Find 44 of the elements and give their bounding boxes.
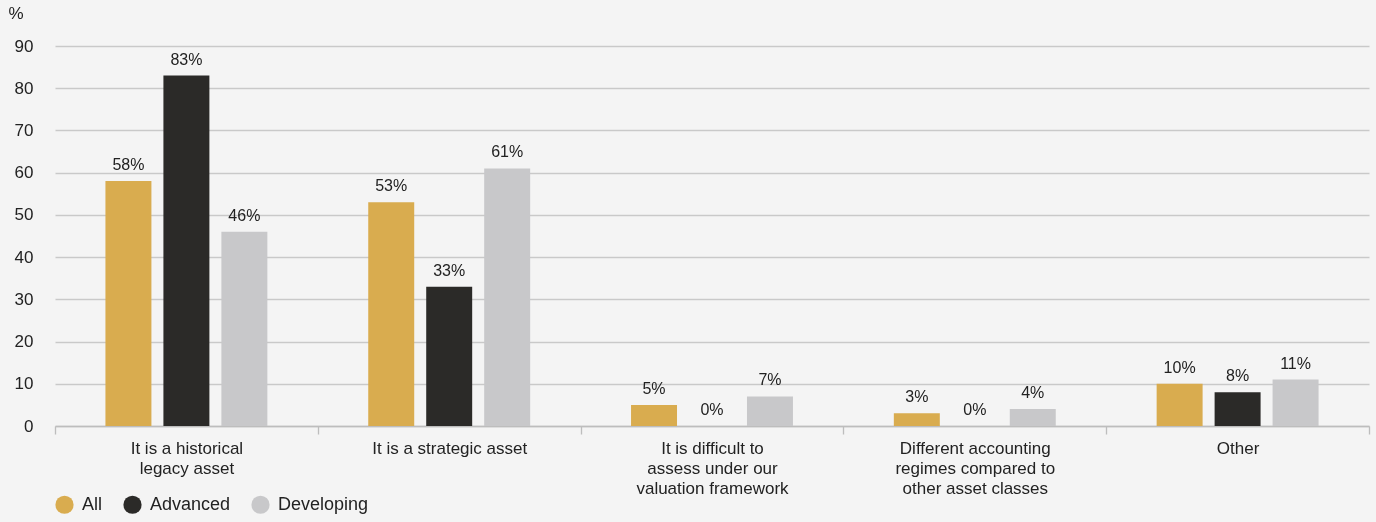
y-tick-label: 50 [14,205,34,225]
legend-label: Developing [278,493,369,514]
y-tick-label: 80 [14,78,34,98]
y-tick-label: 60 [14,163,34,183]
y-tick-label: 70 [14,120,34,140]
x-tick-label: It is a historical legacy asset [130,438,244,478]
data-label: 5% [642,379,666,397]
data-label: 0% [700,401,724,418]
data-label: 33% [433,261,466,279]
bar [368,202,415,426]
bar [163,75,210,426]
x-tick-label: It is a strategic asset [372,438,528,458]
data-label: 4% [1021,384,1045,402]
data-label: 10% [1163,358,1196,376]
legend-label: Advanced [150,493,231,514]
y-axis-title: % [8,3,24,23]
data-label: 8% [1226,367,1250,385]
data-label: 58% [112,156,145,174]
data-label: 46% [228,206,261,224]
bar [1214,392,1261,426]
data-label: 7% [758,371,782,389]
bar [426,286,473,426]
data-label: 53% [375,177,408,195]
bar [631,404,678,426]
bar [1009,409,1056,426]
y-tick-label: 40 [14,247,34,267]
data-label: 11% [1280,354,1311,372]
bar [746,396,793,426]
y-tick-label: 20 [14,332,34,352]
data-label: 3% [905,388,929,406]
y-tick-label: 30 [14,289,34,309]
data-label: 83% [170,50,203,68]
data-label: 0% [963,401,987,418]
bar [1156,383,1203,426]
x-tick-label: Other [1216,438,1260,458]
y-tick-label: 0 [24,416,34,436]
y-tick-label: 10 [14,374,34,394]
x-tick-label: It is difficult to assess under our valuation framework [636,438,790,498]
bar [105,181,152,426]
bar [893,413,940,426]
data-label: 61% [491,143,524,161]
y-tick-label: 90 [14,36,34,56]
legend-label: All [82,493,103,514]
x-tick-label: Different accounting regimes compared to other asset classes [895,438,1056,498]
